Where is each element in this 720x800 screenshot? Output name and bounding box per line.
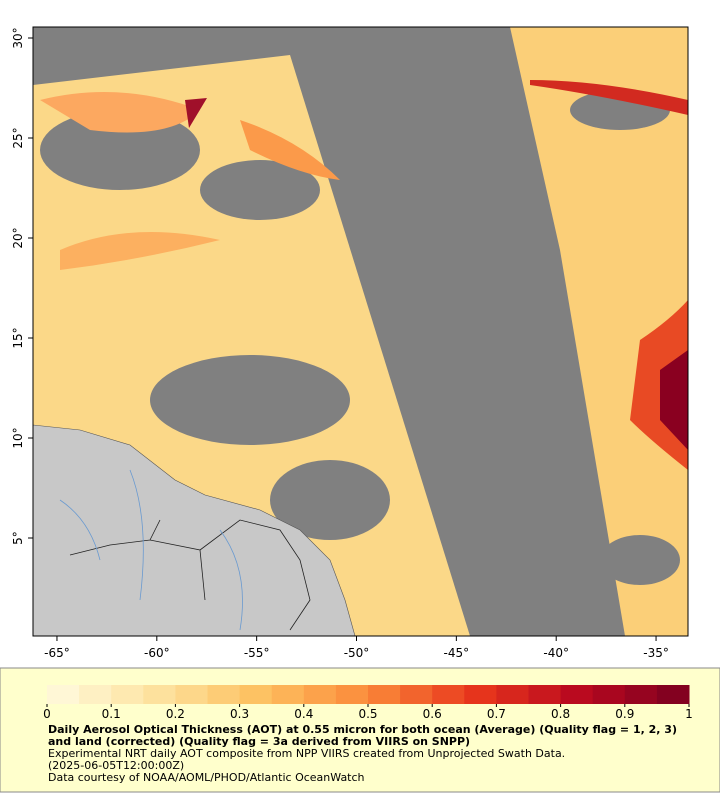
river (59, 469, 243, 631)
map-area (33, 27, 688, 636)
colorbar-step (400, 685, 433, 704)
colorbar-step (271, 685, 305, 704)
x-tick-label: -40° (543, 646, 569, 660)
caption-line: Experimental NRT daily AOT composite fro… (48, 747, 566, 760)
colorbar-step (303, 685, 337, 704)
plume (40, 92, 200, 133)
colorbar-tick-label: 0.8 (551, 707, 570, 721)
colorbar-step (560, 685, 594, 704)
gap (200, 160, 320, 220)
colorbar-step (656, 685, 690, 704)
colorbar-step (111, 685, 144, 704)
colorbar-step (496, 685, 529, 704)
y-tick-label: 15° (11, 327, 25, 348)
plume (240, 120, 340, 180)
colorbar-step (47, 685, 80, 704)
swath (510, 27, 688, 636)
colorbar-step (207, 685, 241, 704)
colorbar-step (592, 685, 626, 704)
caption-line: Data courtesy of NOAA/AOML/PHOD/Atlantic… (48, 771, 365, 784)
colorbar-step (239, 685, 273, 704)
colorbar-step (464, 685, 497, 704)
colorbar-step (432, 685, 465, 704)
colorbar-tick-label: 0.2 (166, 707, 185, 721)
x-tick-label: -35° (643, 646, 669, 660)
y-tick-label: 5° (11, 531, 25, 545)
plume (185, 98, 207, 128)
y-tick-label: 20° (11, 227, 25, 248)
gap (40, 110, 200, 190)
colorbar-tick-label: 0.5 (358, 707, 377, 721)
colorbar-tick-label: 0.4 (294, 707, 313, 721)
plume (660, 350, 688, 450)
colorbar: 0 0.1 0.2 0.3 0.4 0.5 0.6 0.7 0.8 0.9 1 (43, 685, 693, 721)
colorbar-step (79, 685, 112, 704)
land (33, 424, 356, 636)
x-tick-label: -65° (44, 646, 70, 660)
colorbar-tick-label: 1 (685, 707, 693, 721)
x-tick-label: -60° (144, 646, 170, 660)
colorbar-step (624, 685, 658, 704)
x-tick-label: -55° (244, 646, 270, 660)
colorbar-tick-label: 0.9 (615, 707, 634, 721)
colorbar-step (368, 685, 401, 704)
y-tick-label: 30° (11, 27, 25, 48)
y-tick-label: 25° (11, 127, 25, 148)
x-tick-label: -45° (444, 646, 470, 660)
colorbar-tick-label: 0 (43, 707, 51, 721)
colorbar-tick-label: 0.1 (102, 707, 121, 721)
caption-title: Daily Aerosol Optical Thickness (AOT) at… (48, 723, 677, 748)
gap (150, 355, 350, 445)
gap (270, 460, 390, 540)
colorbar-tick-label: 0.7 (487, 707, 506, 721)
y-tick-label: 10° (11, 427, 25, 448)
colorbar-step (175, 685, 208, 704)
colorbar-step (143, 685, 176, 704)
gap (600, 535, 680, 585)
colorbar-step (528, 685, 562, 704)
colorbar-tick-label: 0.3 (230, 707, 249, 721)
colorbar-tick-label: 0.6 (423, 707, 442, 721)
colorbar-step (335, 685, 369, 704)
plume (60, 232, 220, 270)
map-frame (32, 26, 689, 637)
caption: Daily Aerosol Optical Thickness (AOT) at… (48, 724, 678, 784)
plume (530, 80, 688, 115)
caption-line: (2025-06-05T12:00:00Z) (48, 759, 185, 772)
x-tick-label: -50° (344, 646, 370, 660)
